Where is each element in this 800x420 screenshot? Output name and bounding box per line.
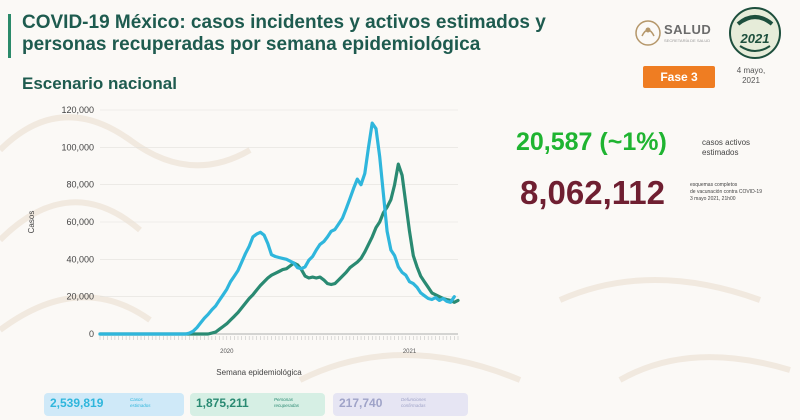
salud-logo-icon [635, 20, 661, 46]
x-axis-title: Semana epidemiológica [216, 368, 302, 377]
year-label: 2021 [403, 349, 417, 355]
active-cases-label-line2: estimados [702, 148, 739, 157]
y-tick-label: 100,000 [61, 142, 94, 152]
recovered-line [98, 162, 460, 336]
summary-card-recovered: 1,875,211 Personas recuperadas [190, 393, 325, 416]
title-accent-rule [8, 14, 11, 58]
vaccination-label-line1: esquemas completos [690, 182, 738, 188]
y-tick-label: 120,000 [61, 105, 94, 115]
summary-cases-label-line1: Casos [130, 397, 143, 402]
summary-deaths-label-line2: confirmadas [401, 403, 426, 408]
active-cases-value: 20,587 (~1%) [516, 128, 667, 156]
summary-cases-label-line2: estimados [130, 403, 151, 408]
summary-recovered-label: Personas recuperadas [274, 397, 314, 409]
salud-logo-text: SALUD [664, 22, 712, 37]
active-cases-label-line1: casos activos [702, 138, 751, 147]
summary-recovered-value: 1,875,211 [196, 396, 249, 410]
vaccination-label-line2: de vacunación contra COVID-19 [690, 189, 762, 195]
summary-deaths-value: 217,740 [339, 396, 383, 410]
summary-recovered-label-line1: Personas [274, 397, 294, 402]
y-tick-label: 20,000 [66, 292, 94, 302]
vaccination-value: 8,062,112 [520, 174, 665, 211]
summary-deaths-label-line1: Defunciones [401, 397, 427, 402]
y-tick-label: 60,000 [66, 217, 94, 227]
y-tick-label: 80,000 [66, 180, 94, 190]
report-date-day: 4 mayo, [736, 66, 766, 75]
y-axis-title: Casos [27, 211, 36, 234]
year-label: 2020 [220, 349, 234, 355]
vaccination-label-line3: 3 mayo 2021, 21h00 [690, 196, 736, 202]
summary-card-cases: 2,539,819 Casos estimados [44, 393, 184, 416]
report-date-year: 2021 [742, 76, 760, 85]
page-title: COVID-19 México: casos incidentes y acti… [22, 12, 546, 55]
salud-logo-subtext: SECRETARÍA DE SALUD [664, 38, 711, 43]
phase-badge: Fase 3 [643, 66, 715, 88]
report-date: 4 mayo, 2021 [726, 66, 776, 86]
estimated-cases-line [98, 121, 456, 336]
change-annotation: -12% [462, 0, 497, 4]
summary-cases-value: 2,539,819 [50, 396, 104, 410]
y-tick-label: 40,000 [66, 254, 94, 264]
y-tick-label: 0 [89, 329, 94, 339]
summary-recovered-label-line2: recuperadas [274, 403, 300, 408]
vaccination-label: esquemas completos de vacunación contra … [690, 182, 800, 203]
scenario-subtitle: Escenario nacional [22, 74, 177, 93]
independence-emblem-icon [729, 7, 781, 59]
summary-card-deaths: 217,740 Defunciones confirmadas [333, 393, 468, 416]
summary-deaths-label: Defunciones confirmadas [401, 397, 441, 409]
emblem-year: 2021 [740, 31, 770, 46]
active-cases-label: casos activos estimados [702, 138, 772, 158]
summary-cases-label: Casos estimados [130, 397, 170, 409]
